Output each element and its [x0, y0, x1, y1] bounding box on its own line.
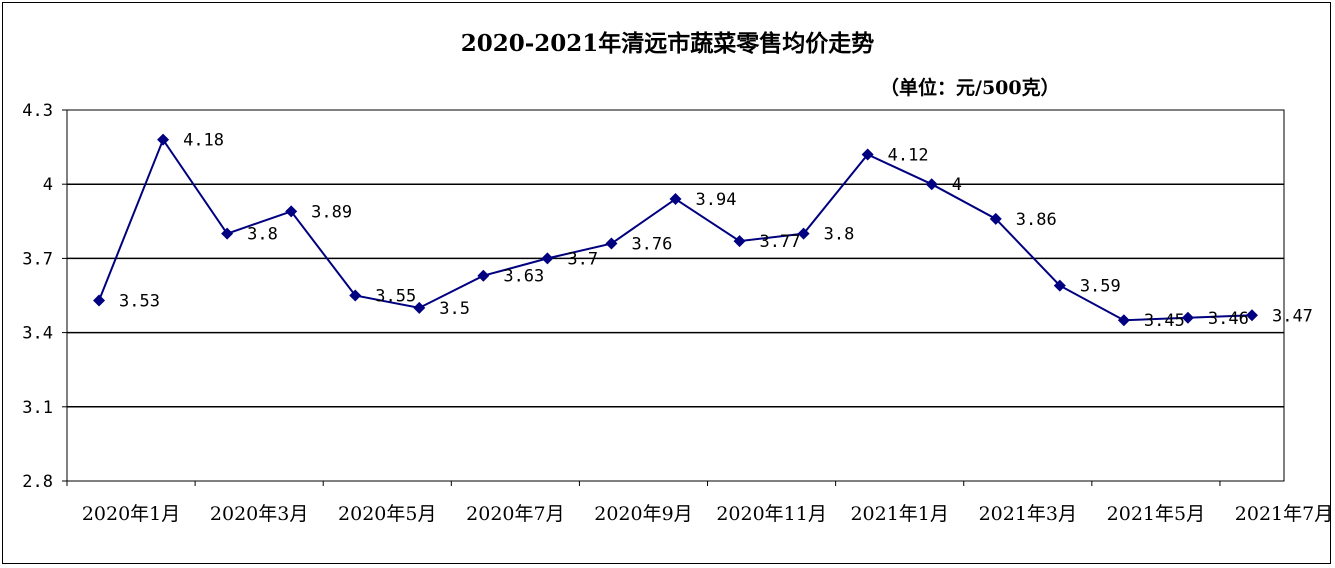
- data-point-marker: [605, 237, 618, 250]
- unit-note: （单位：元/500克）: [880, 77, 1060, 99]
- y-tick-label: 2.8: [22, 472, 53, 492]
- x-category-label: 2020年11月: [716, 503, 827, 525]
- data-point-marker: [1053, 279, 1066, 292]
- x-category-label: 2020年5月: [338, 503, 436, 525]
- data-point-marker: [1245, 309, 1258, 322]
- data-label: 3.46: [1208, 309, 1249, 329]
- data-label: 3.76: [631, 235, 672, 255]
- plot-area: [66, 109, 1285, 482]
- data-point-marker: [861, 148, 874, 161]
- data-label: 3.7: [567, 249, 598, 269]
- data-label: 3.53: [119, 291, 160, 311]
- data-point-marker: [413, 301, 426, 314]
- data-label: 3.45: [1144, 311, 1185, 331]
- x-category-label: 2021年5月: [1107, 503, 1205, 525]
- data-label: 3.5: [439, 299, 470, 319]
- data-point-marker: [477, 269, 490, 282]
- data-label: 3.77: [760, 232, 801, 252]
- x-category-label: 2020年3月: [210, 503, 308, 525]
- data-label: 3.94: [696, 190, 737, 210]
- y-tick-label: 4: [43, 175, 53, 195]
- data-label: 3.8: [824, 225, 855, 245]
- y-tick-label: 3.7: [22, 249, 53, 269]
- data-point-marker: [349, 289, 362, 302]
- data-point-marker: [93, 294, 106, 307]
- data-label: 3.55: [375, 287, 416, 307]
- data-label: 3.59: [1080, 277, 1121, 297]
- data-label: 3.47: [1272, 306, 1313, 326]
- data-label: 3.86: [1016, 210, 1057, 230]
- x-category-label: 2020年7月: [466, 503, 564, 525]
- data-label: 4: [952, 175, 962, 195]
- data-label: 3.8: [247, 225, 278, 245]
- x-category-label: 2020年9月: [594, 503, 692, 525]
- y-tick-label: 3.1: [22, 398, 53, 418]
- data-point-marker: [733, 235, 746, 248]
- data-label: 3.63: [503, 267, 544, 287]
- data-point-marker: [669, 193, 682, 206]
- y-tick-label: 3.4: [22, 324, 53, 344]
- data-point-marker: [285, 205, 298, 218]
- data-point-marker: [925, 178, 938, 191]
- data-point-marker: [541, 252, 554, 265]
- y-tick-label: 4.3: [22, 101, 53, 121]
- x-category-label: 2021年3月: [979, 503, 1077, 525]
- x-category-label: 2021年1月: [850, 503, 948, 525]
- x-category-label: 2021年7月: [1235, 503, 1333, 525]
- data-label: 4.18: [183, 131, 224, 151]
- data-label: 3.89: [311, 202, 352, 222]
- data-point-marker: [1117, 314, 1130, 327]
- data-point-marker: [797, 227, 810, 240]
- x-category-label: 2020年1月: [82, 503, 180, 525]
- data-label: 4.12: [888, 146, 929, 166]
- chart-title: 2020-2021年清远市蔬菜零售均价走势: [460, 30, 875, 57]
- data-point-marker: [221, 227, 234, 240]
- data-point-marker: [157, 133, 170, 146]
- data-point-marker: [989, 212, 1002, 225]
- data-point-marker: [1181, 311, 1194, 324]
